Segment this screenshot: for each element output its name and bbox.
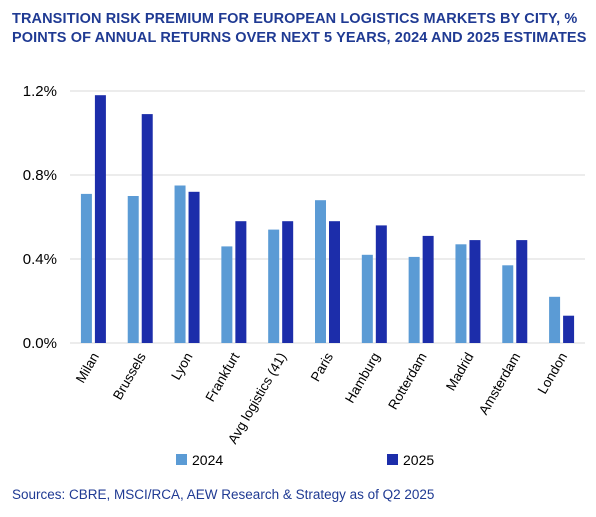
bar-2024-lyon — [174, 185, 186, 343]
chart-title-line-2: POINTS OF ANNUAL RETURNS OVER NEXT 5 YEA… — [12, 30, 587, 46]
bar-2025-brussels — [141, 114, 153, 343]
legend-swatch-2025 — [387, 454, 398, 465]
bar-2025-avg-logistics-41- — [282, 221, 294, 343]
bar-2025-lyon — [188, 191, 200, 343]
bar-2025-frankfurt — [235, 221, 247, 343]
chart-title-line-1: TRANSITION RISK PREMIUM FOR EUROPEAN LOG… — [12, 11, 578, 27]
x-tick-label: Brussels — [110, 350, 149, 403]
legend: 2024 2025 — [176, 452, 434, 468]
bar-2024-rotterdam — [408, 256, 420, 343]
bar-2025-rotterdam — [422, 235, 434, 343]
bar-2024-madrid — [455, 244, 467, 343]
bar-2024-hamburg — [361, 254, 373, 343]
x-tick-label: London — [535, 350, 571, 397]
chart-title: TRANSITION RISK PREMIUM FOR EUROPEAN LOG… — [12, 10, 588, 48]
gridlines — [70, 90, 585, 344]
x-tick-label: Milan — [73, 350, 102, 385]
x-tick-label: Paris — [308, 350, 336, 384]
y-tick-label: 0.4% — [23, 251, 57, 268]
bar-2025-london — [563, 315, 575, 343]
bar-2024-brussels — [127, 196, 139, 343]
y-axis-tick-labels: 0.0% 0.4% 0.8% 1.2% — [23, 83, 57, 352]
x-tick-label: Hamburg — [342, 350, 383, 406]
y-tick-label: 0.0% — [23, 335, 57, 352]
bar-2025-amsterdam — [516, 240, 528, 343]
bar-2025-madrid — [469, 240, 481, 343]
bars — [80, 95, 575, 343]
bar-2024-amsterdam — [502, 265, 514, 343]
bar-2024-avg-logistics-41- — [268, 229, 280, 343]
x-tick-label: Rotterdam — [385, 350, 430, 412]
x-tick-label: Lyon — [168, 350, 195, 382]
y-tick-label: 1.2% — [23, 83, 57, 100]
x-tick-label: Amsterdam — [476, 350, 524, 417]
bar-2024-frankfurt — [221, 246, 233, 343]
legend-label-2025: 2025 — [403, 452, 434, 468]
bar-2025-hamburg — [375, 225, 387, 343]
bar-2024-london — [549, 296, 561, 343]
source-note: Sources: CBRE, MSCI/RCA, AEW Research & … — [12, 487, 435, 502]
y-tick-label: 0.8% — [23, 167, 57, 184]
x-tick-label: Frankfurt — [202, 350, 242, 404]
legend-label-2024: 2024 — [192, 452, 223, 468]
bar-2025-milan — [94, 95, 106, 343]
bar-2024-milan — [80, 193, 92, 343]
bar-2025-paris — [329, 221, 340, 343]
x-tick-label: Madrid — [443, 350, 477, 393]
legend-swatch-2024 — [176, 454, 187, 465]
bar-2024-paris — [315, 200, 326, 343]
